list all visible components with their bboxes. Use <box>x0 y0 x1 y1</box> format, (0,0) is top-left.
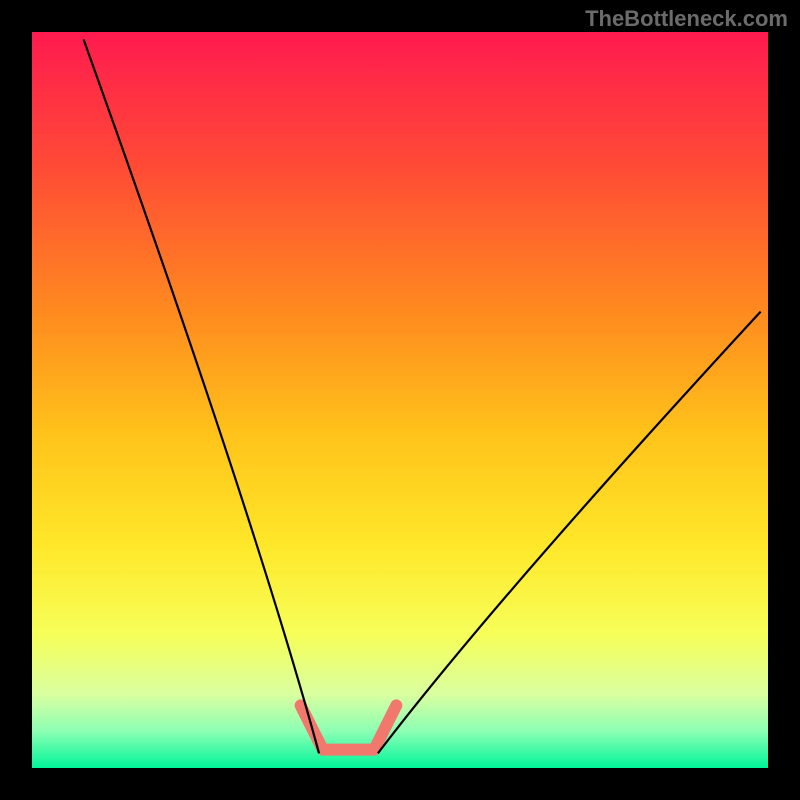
curve-layer <box>32 32 768 768</box>
watermark-text: TheBottleneck.com <box>585 6 788 32</box>
highlight-segment <box>301 705 397 749</box>
plot-background <box>32 32 768 768</box>
v-curve-right <box>378 312 761 754</box>
v-curve-left <box>84 39 320 753</box>
